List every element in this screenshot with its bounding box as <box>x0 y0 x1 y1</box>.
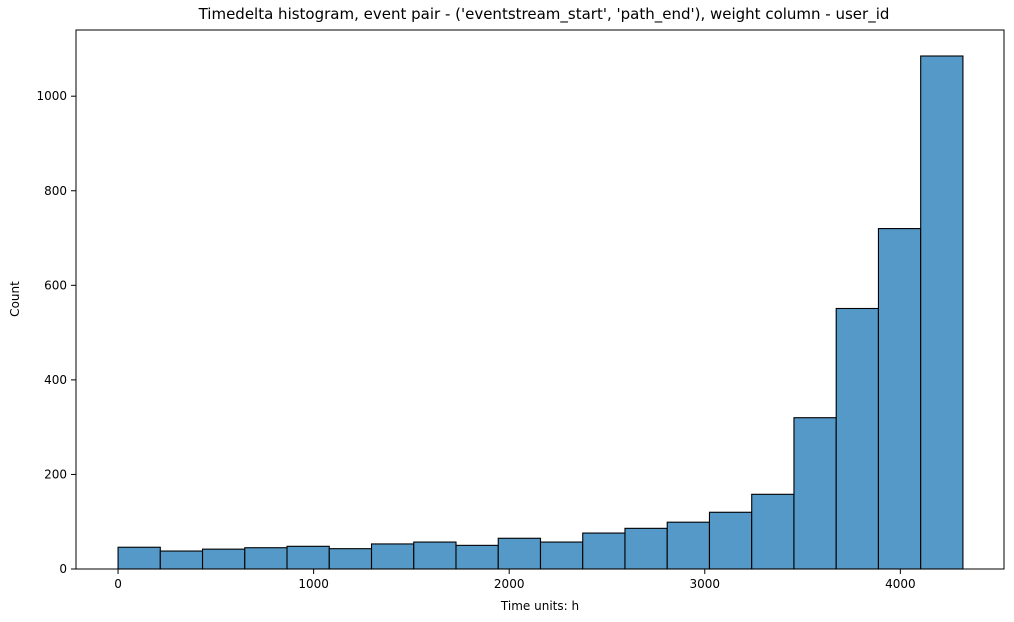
x-tick-label: 1000 <box>298 577 329 591</box>
y-tick-label: 800 <box>44 184 67 198</box>
histogram-bar <box>328 548 373 570</box>
chart-title: Timedelta histogram, event pair - ('even… <box>198 5 890 24</box>
plot-frame <box>75 29 1005 570</box>
histogram-bar <box>201 548 246 570</box>
x-axis-label: Time units: h <box>500 599 579 613</box>
histogram-bar <box>582 532 626 570</box>
histogram-bar <box>835 307 879 570</box>
y-axis-label: Count <box>8 281 22 317</box>
histogram-bar <box>455 544 499 570</box>
y-tick-label: 200 <box>44 467 67 481</box>
x-tick-label: 4000 <box>885 577 916 591</box>
histogram-bar <box>370 543 415 570</box>
histogram-bar <box>793 417 837 570</box>
x-tick-label: 3000 <box>689 577 720 591</box>
histogram-bar <box>539 541 584 570</box>
x-tick-label: 0 <box>114 577 122 591</box>
y-axis-ticks: 0 200 400 600 800 1000 <box>36 89 76 576</box>
y-tick-label: 400 <box>44 373 67 387</box>
y-tick-label: 600 <box>44 278 67 292</box>
x-axis-ticks: 0 1000 2000 3000 4000 <box>114 569 916 591</box>
histogram-bar <box>159 550 204 570</box>
histogram-bar <box>624 527 668 570</box>
histogram-bar <box>666 521 711 570</box>
histogram-bar <box>244 547 288 570</box>
x-tick-label: 2000 <box>494 577 525 591</box>
histogram-bar <box>877 228 922 570</box>
histogram-bar <box>413 541 457 570</box>
histogram-bar <box>117 546 161 570</box>
bars-group <box>117 55 964 570</box>
y-tick-label: 0 <box>59 562 67 576</box>
y-tick-label: 1000 <box>36 89 67 103</box>
histogram-bar <box>286 545 330 570</box>
histogram-bar <box>920 55 964 570</box>
histogram-bar <box>751 493 795 570</box>
histogram-bar <box>708 511 753 570</box>
histogram-bar <box>497 537 542 570</box>
